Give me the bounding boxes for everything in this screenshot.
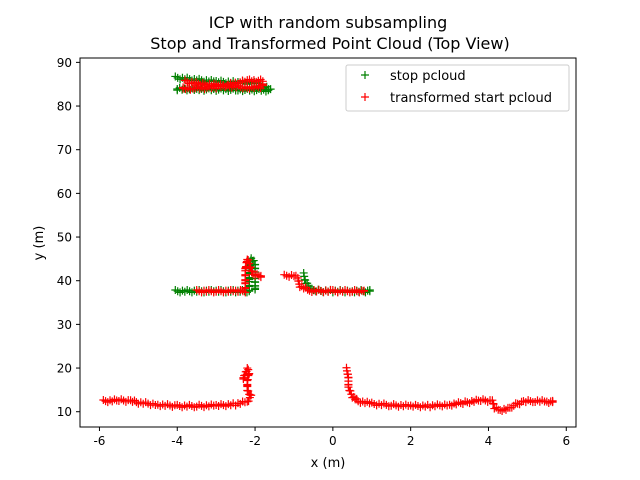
data-point (251, 285, 260, 294)
legend-label-transformed: transformed start pcloud (390, 91, 552, 106)
data-point (249, 256, 258, 265)
data-point (246, 263, 255, 272)
data-point (179, 84, 188, 93)
chart-subtitle: Stop and Transformed Point Cloud (Top Vi… (150, 34, 509, 53)
x-axis-label: x (m) (311, 456, 346, 471)
data-point (256, 271, 265, 280)
y-tick-label: 80 (57, 100, 72, 114)
data-point (488, 396, 497, 405)
y-tick-label: 20 (57, 362, 72, 376)
y-axis: 10 20 30 40 50 60 70 80 90 (57, 56, 80, 419)
legend-marker-stop (361, 71, 369, 79)
plot-frame (79, 57, 577, 428)
y-tick-label: 30 (57, 318, 72, 332)
data-point (299, 284, 308, 293)
y-axis-label: y (m) (32, 226, 47, 261)
data-point (548, 398, 557, 407)
x-axis: -6 -4 -2 0 2 4 6 (93, 427, 570, 448)
data-point (244, 397, 253, 406)
data-point (498, 406, 507, 415)
data-point (500, 404, 509, 413)
x-tick-label: -2 (249, 434, 261, 448)
data-point (490, 404, 499, 413)
legend-marker-plus (361, 93, 369, 101)
data-point (344, 383, 353, 392)
data-point (507, 403, 516, 412)
series-layer (99, 72, 557, 415)
plot-background (80, 58, 576, 427)
x-tick-label: -4 (171, 434, 183, 448)
plot-area: -6 -4 -2 0 2 4 6 10 20 30 40 50 60 70 80 90 (57, 56, 577, 448)
x-tick-label: 4 (485, 434, 493, 448)
data-point (243, 364, 252, 373)
x-tick-label: 6 (562, 434, 570, 448)
x-tick-label: 0 (329, 434, 337, 448)
legend-entry-stop: stop pcloud (361, 69, 466, 84)
data-point (359, 287, 368, 296)
legend-label-stop: stop pcloud (390, 69, 466, 84)
series-transformed-start-pcloud (99, 75, 557, 415)
data-point (346, 386, 355, 395)
legend-box (345, 64, 570, 112)
y-tick-label: 40 (57, 274, 72, 288)
legend-marker-transformed (361, 93, 369, 101)
data-point (245, 390, 254, 399)
data-point (241, 367, 250, 376)
x-tick-label: 2 (407, 434, 415, 448)
chart-title: ICP with random subsampling (209, 13, 448, 32)
data-point (130, 396, 139, 405)
y-tick-label: 60 (57, 187, 72, 201)
y-tick-label: 10 (57, 405, 72, 419)
data-point (244, 255, 253, 264)
y-tick-label: 50 (57, 231, 72, 245)
data-point (244, 259, 253, 268)
data-point (239, 374, 248, 383)
legend: stop pcloud transformed start pcloud (345, 64, 570, 112)
y-tick-label: 70 (57, 143, 72, 157)
x-tick-label: -6 (93, 434, 105, 448)
legend-marker-plus (361, 71, 369, 79)
y-tick-label: 90 (57, 56, 72, 70)
legend-entry-transformed: transformed start pcloud (361, 91, 552, 106)
